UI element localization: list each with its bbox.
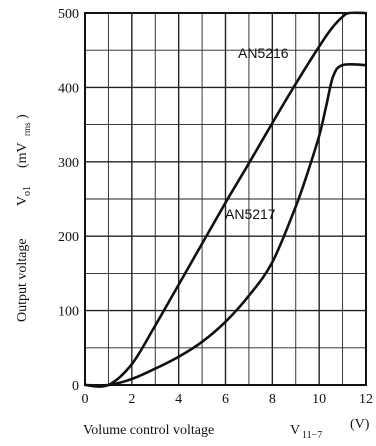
x-tick-label: 4	[175, 392, 182, 407]
series-label-an5216: AN5216	[238, 45, 289, 61]
x-tick-label: 10	[312, 392, 326, 407]
y-tick-label: 200	[58, 230, 79, 245]
y-axis-symbol-sub: o1	[22, 186, 33, 196]
y-axis-unit: (mV	[15, 142, 30, 168]
x-tick-label: 0	[82, 392, 89, 407]
x-axis-title: Volume control voltage V 11−7 (V)	[83, 417, 370, 441]
y-tick-label: 500	[58, 7, 79, 22]
y-tick-label: 400	[58, 81, 79, 96]
x-axis-symbol-sub: 11−7	[302, 430, 322, 441]
y-tick-label: 100	[58, 305, 79, 320]
y-tick-label: 0	[72, 379, 79, 394]
series-line-an5216	[84, 11, 367, 388]
series-label-an5217: AN5217	[225, 206, 276, 222]
grid	[84, 12, 367, 386]
y-axis-symbol: V	[15, 196, 30, 206]
series-line-an5217	[84, 62, 367, 387]
y-axis-unit-sub: rms	[22, 122, 32, 136]
plot-frame	[84, 12, 367, 386]
x-axis-unit: (V)	[350, 417, 370, 432]
y-axis-unit-close: )	[15, 114, 30, 119]
x-tick-label: 8	[269, 392, 276, 407]
series-lines	[84, 11, 367, 388]
x-axis-label: Volume control voltage	[83, 423, 214, 438]
x-tick-label: 6	[222, 392, 229, 407]
y-axis-label: Output voltage	[15, 238, 30, 322]
y-axis-title: Output voltage V o1 (mV rms )	[15, 114, 33, 322]
x-tick-label: 2	[128, 392, 135, 407]
x-tick-label: 12	[359, 392, 373, 407]
y-tick-label: 300	[58, 156, 79, 171]
x-axis-symbol: V	[290, 423, 300, 438]
tick-labels: 0 2 4 6 8 10 12 0 100 200 300 400 500	[58, 7, 373, 407]
